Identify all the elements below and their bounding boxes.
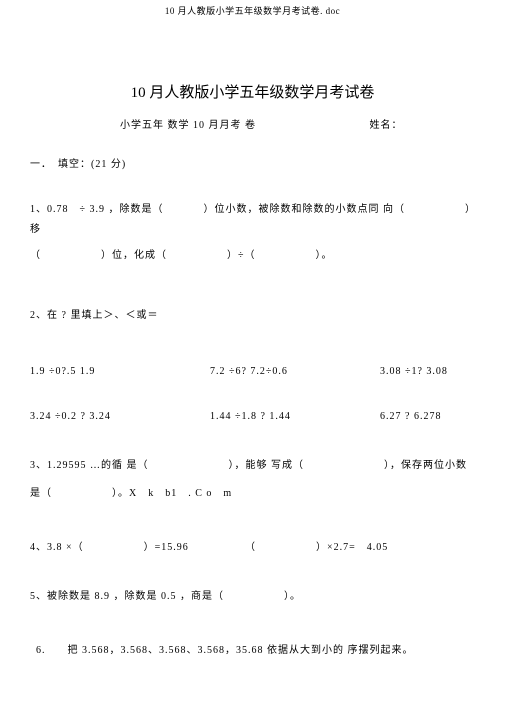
q1-l1-a: 1、0.78 ÷ 3.9 ，除数是（	[30, 204, 164, 215]
question-5: 5、被除数是 8.9 ，除数是 0.5 ，商是（ ）。	[30, 587, 475, 607]
q1-l2-c: ）÷（	[227, 250, 256, 261]
cmp-b2: 1.44 ÷1.8 ? 1.44	[210, 411, 380, 422]
q1-l2-b: ）位，化成（	[101, 250, 167, 261]
question-2: 2、在 ? 里填上＞、＜或＝	[30, 306, 475, 326]
cmp-b1: 3.24 ÷0.2 ? 3.24	[30, 411, 210, 422]
q1-l1-b: ）位小数，被除数和除数的小数点同 向（	[204, 204, 406, 215]
q1-l2-a: （	[30, 250, 41, 261]
question-1-line2: （ ）位，化成（ ）÷（ ）。	[30, 246, 475, 266]
page-content: 10 月人教版小学五年级数学月考试卷 小学五年 数学 10 月月考 卷 姓名： …	[0, 17, 505, 661]
header-filename: 10 月人教版小学五年级数学月考试卷. doc	[0, 0, 505, 17]
cmp-a1: 1.9 ÷0?.5 1.9	[30, 366, 210, 377]
question-3-line1: 3、1.29595 …的循 是（ ），能够 写成（ ），保存两位小数	[30, 456, 475, 476]
cmp-a2: 7.2 ÷6? 7.2÷0.6	[210, 366, 380, 377]
q3-l1-b: ），能够 写成（	[229, 460, 305, 471]
q3-l1-c: ），保存两位小数	[384, 460, 467, 471]
compare-row-1: 1.9 ÷0?.5 1.9 7.2 ÷6? 7.2÷0.6 3.08 ÷1? 3…	[30, 366, 475, 377]
compare-row-2: 3.24 ÷0.2 ? 3.24 1.44 ÷1.8 ? 1.44 6.27 ?…	[30, 411, 475, 422]
question-4: 4、3.8 ×（ ）=15.96 （ ）×2.7= 4.05	[30, 538, 475, 553]
q3-l2-a: 是（	[30, 488, 52, 499]
q3-l2-b: ）。X k b1 . C o m	[112, 488, 232, 499]
cmp-b3: 6.27 ? 6.278	[380, 411, 475, 422]
q5-a: 5、被除数是 8.9 ，除数是 0.5 ，商是（	[30, 591, 224, 602]
page-title: 10 月人教版小学五年级数学月考试卷	[30, 81, 475, 102]
subtitle-text: 小学五年 数学 10 月月考 卷	[120, 120, 256, 131]
subtitle-row: 小学五年 数学 10 月月考 卷 姓名：	[30, 116, 475, 131]
q4-right: （ ）×2.7= 4.05	[245, 538, 475, 553]
q4-b: ）=15.96	[144, 542, 189, 553]
question-6: 6. 把 3.568，3.568、3.568、3.568，35.68 依据从大到…	[30, 641, 475, 661]
section-1-heading: 一． 填空：(21 分)	[30, 155, 475, 170]
cmp-a3: 3.08 ÷1? 3.08	[380, 366, 475, 377]
question-3-line2: 是（ ）。X k b1 . C o m	[30, 484, 475, 504]
q4-d: ）×2.7= 4.05	[316, 542, 388, 553]
name-label: 姓名：	[370, 116, 403, 131]
q1-l2-d: ）。	[316, 250, 333, 261]
question-1-line1: 1、0.78 ÷ 3.9 ，除数是（）位小数，被除数和除数的小数点同 向（）移	[30, 200, 475, 240]
q4-a: 4、3.8 ×（	[30, 542, 84, 553]
q3-l1-a: 3、1.29595 …的循 是（	[30, 460, 149, 471]
q5-b: ）。	[284, 591, 301, 602]
q4-c: （	[245, 542, 256, 553]
q4-left: 4、3.8 ×（ ）=15.96	[30, 538, 245, 553]
